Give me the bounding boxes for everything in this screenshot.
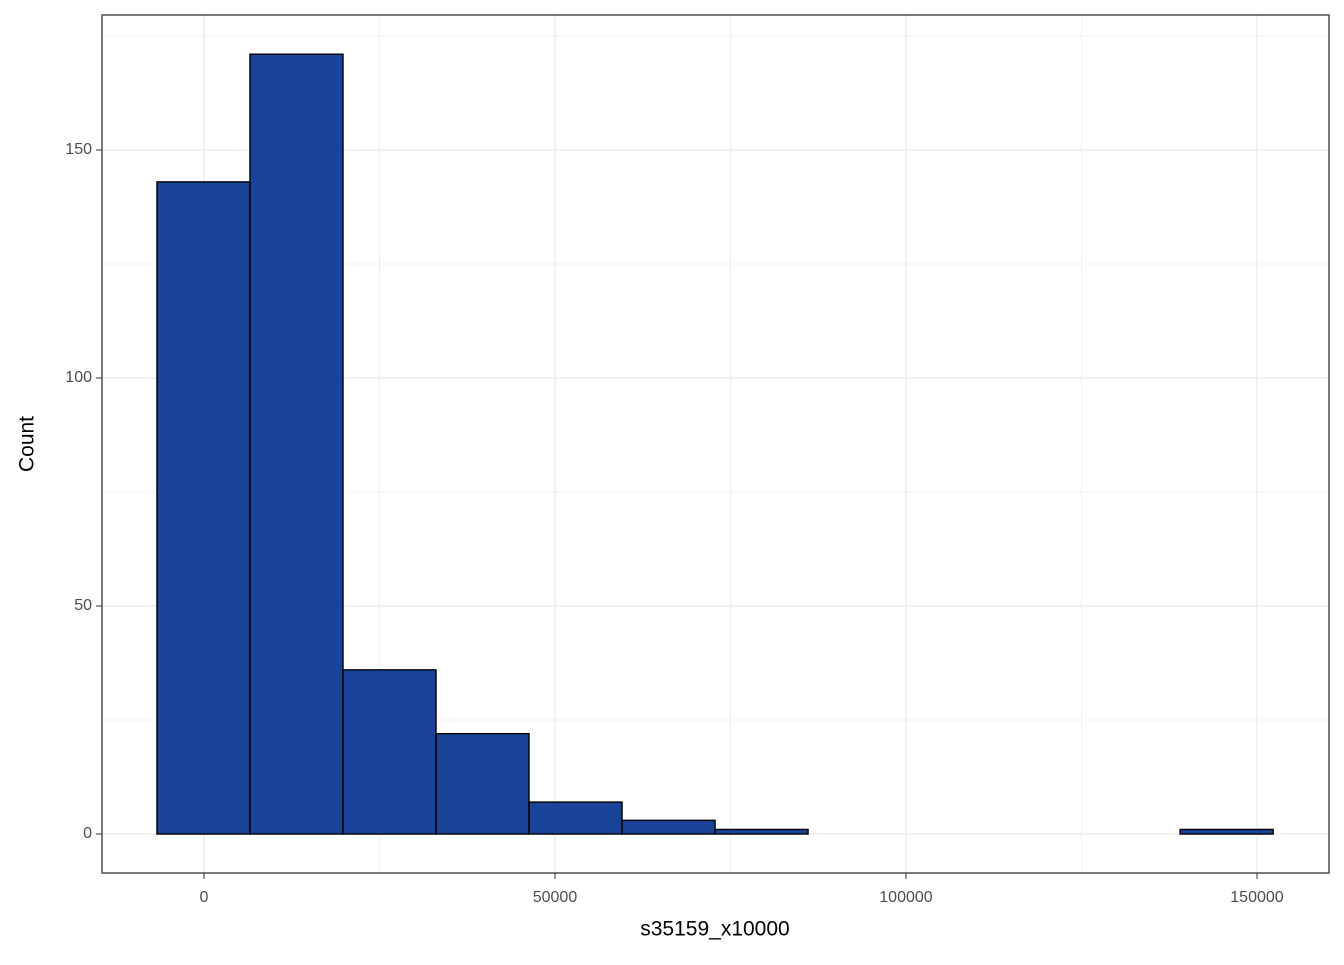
x-axis-title: s35159_x10000: [640, 918, 789, 941]
bar: [1179, 828, 1274, 835]
bar: [249, 53, 344, 835]
panel-border: [101, 14, 1330, 874]
bar: [621, 819, 716, 835]
bar: [342, 669, 437, 835]
y-tick-label: 100: [65, 369, 92, 386]
x-tick-label: 150000: [1230, 889, 1283, 906]
bar: [156, 181, 251, 835]
x-tick-label: 0: [200, 889, 209, 906]
x-tick-label: 50000: [533, 889, 578, 906]
bar: [714, 828, 809, 835]
bar: [435, 732, 530, 835]
y-tick-label: 150: [65, 141, 92, 158]
y-tick-label: 0: [83, 825, 92, 842]
bar: [528, 801, 623, 835]
y-tick-label: 50: [74, 597, 92, 614]
x-tick-label: 100000: [879, 889, 932, 906]
y-axis-title: Count: [16, 416, 39, 472]
